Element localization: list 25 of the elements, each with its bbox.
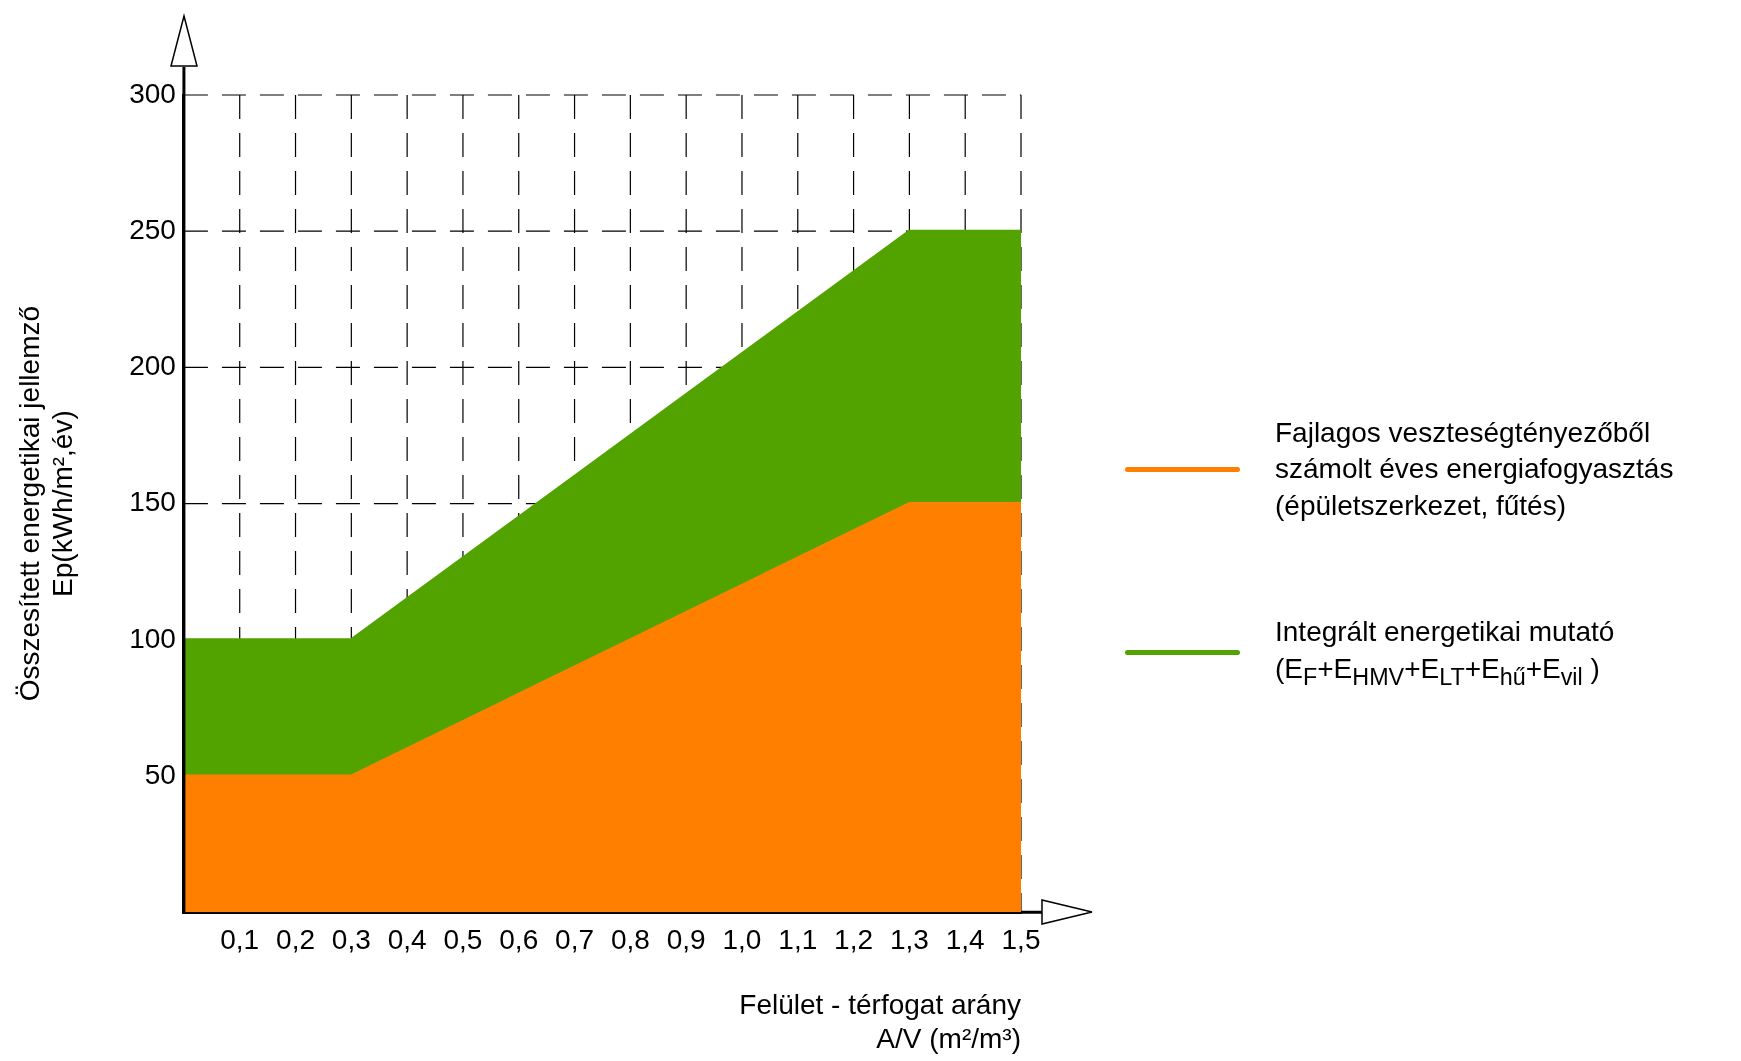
x-tick-label: 1,5 [1001, 923, 1041, 955]
x-tick-label: 0,7 [555, 923, 595, 955]
x-tick-label: 1,3 [889, 923, 929, 955]
text: Integrált energetikai mutató (E$_{F}$+E$_{HMV}$+E$_{LT}$+E$_{hű}$+E$_{vil}$ ) [1275, 616, 1615, 690]
x-tick-label: 0,6 [499, 923, 539, 955]
x-tick-label: 1,2 [834, 923, 874, 955]
x-tick-label: 0,3 [331, 923, 371, 955]
x-tick-label: 0,1 [220, 923, 260, 955]
x-tick-label: 1,1 [778, 923, 818, 955]
y-tick-label: 150 [129, 486, 176, 518]
y-tick-label: 300 [129, 77, 176, 109]
y-tick-label: 50 [144, 758, 176, 790]
y-tick-label: 200 [129, 350, 176, 382]
x-tick-label: 0,8 [610, 923, 650, 955]
x-tick-label: 1,0 [722, 923, 762, 955]
y-tick-label: 100 [129, 622, 176, 654]
x-tick-label: 0,5 [443, 923, 483, 955]
legend-label: Fajlagos veszteségtényezőből számolt éves energiafogyasztás (épületszerkezet, fűtés) [1275, 416, 1675, 523]
y-axis-title: Összesített energetikai jellemző Ep(kWh/m²,év) [13, 305, 79, 702]
x-tick-label: 1,4 [945, 923, 985, 955]
x-tick-label: 0,9 [666, 923, 706, 955]
x-tick-label: 0,4 [387, 923, 427, 955]
x-tick-label: 0,2 [276, 923, 315, 955]
x-axis-title: Felület - térfogat arány A/V (m²/m³) [739, 989, 1021, 1054]
y-tick-label: 250 [129, 213, 176, 245]
